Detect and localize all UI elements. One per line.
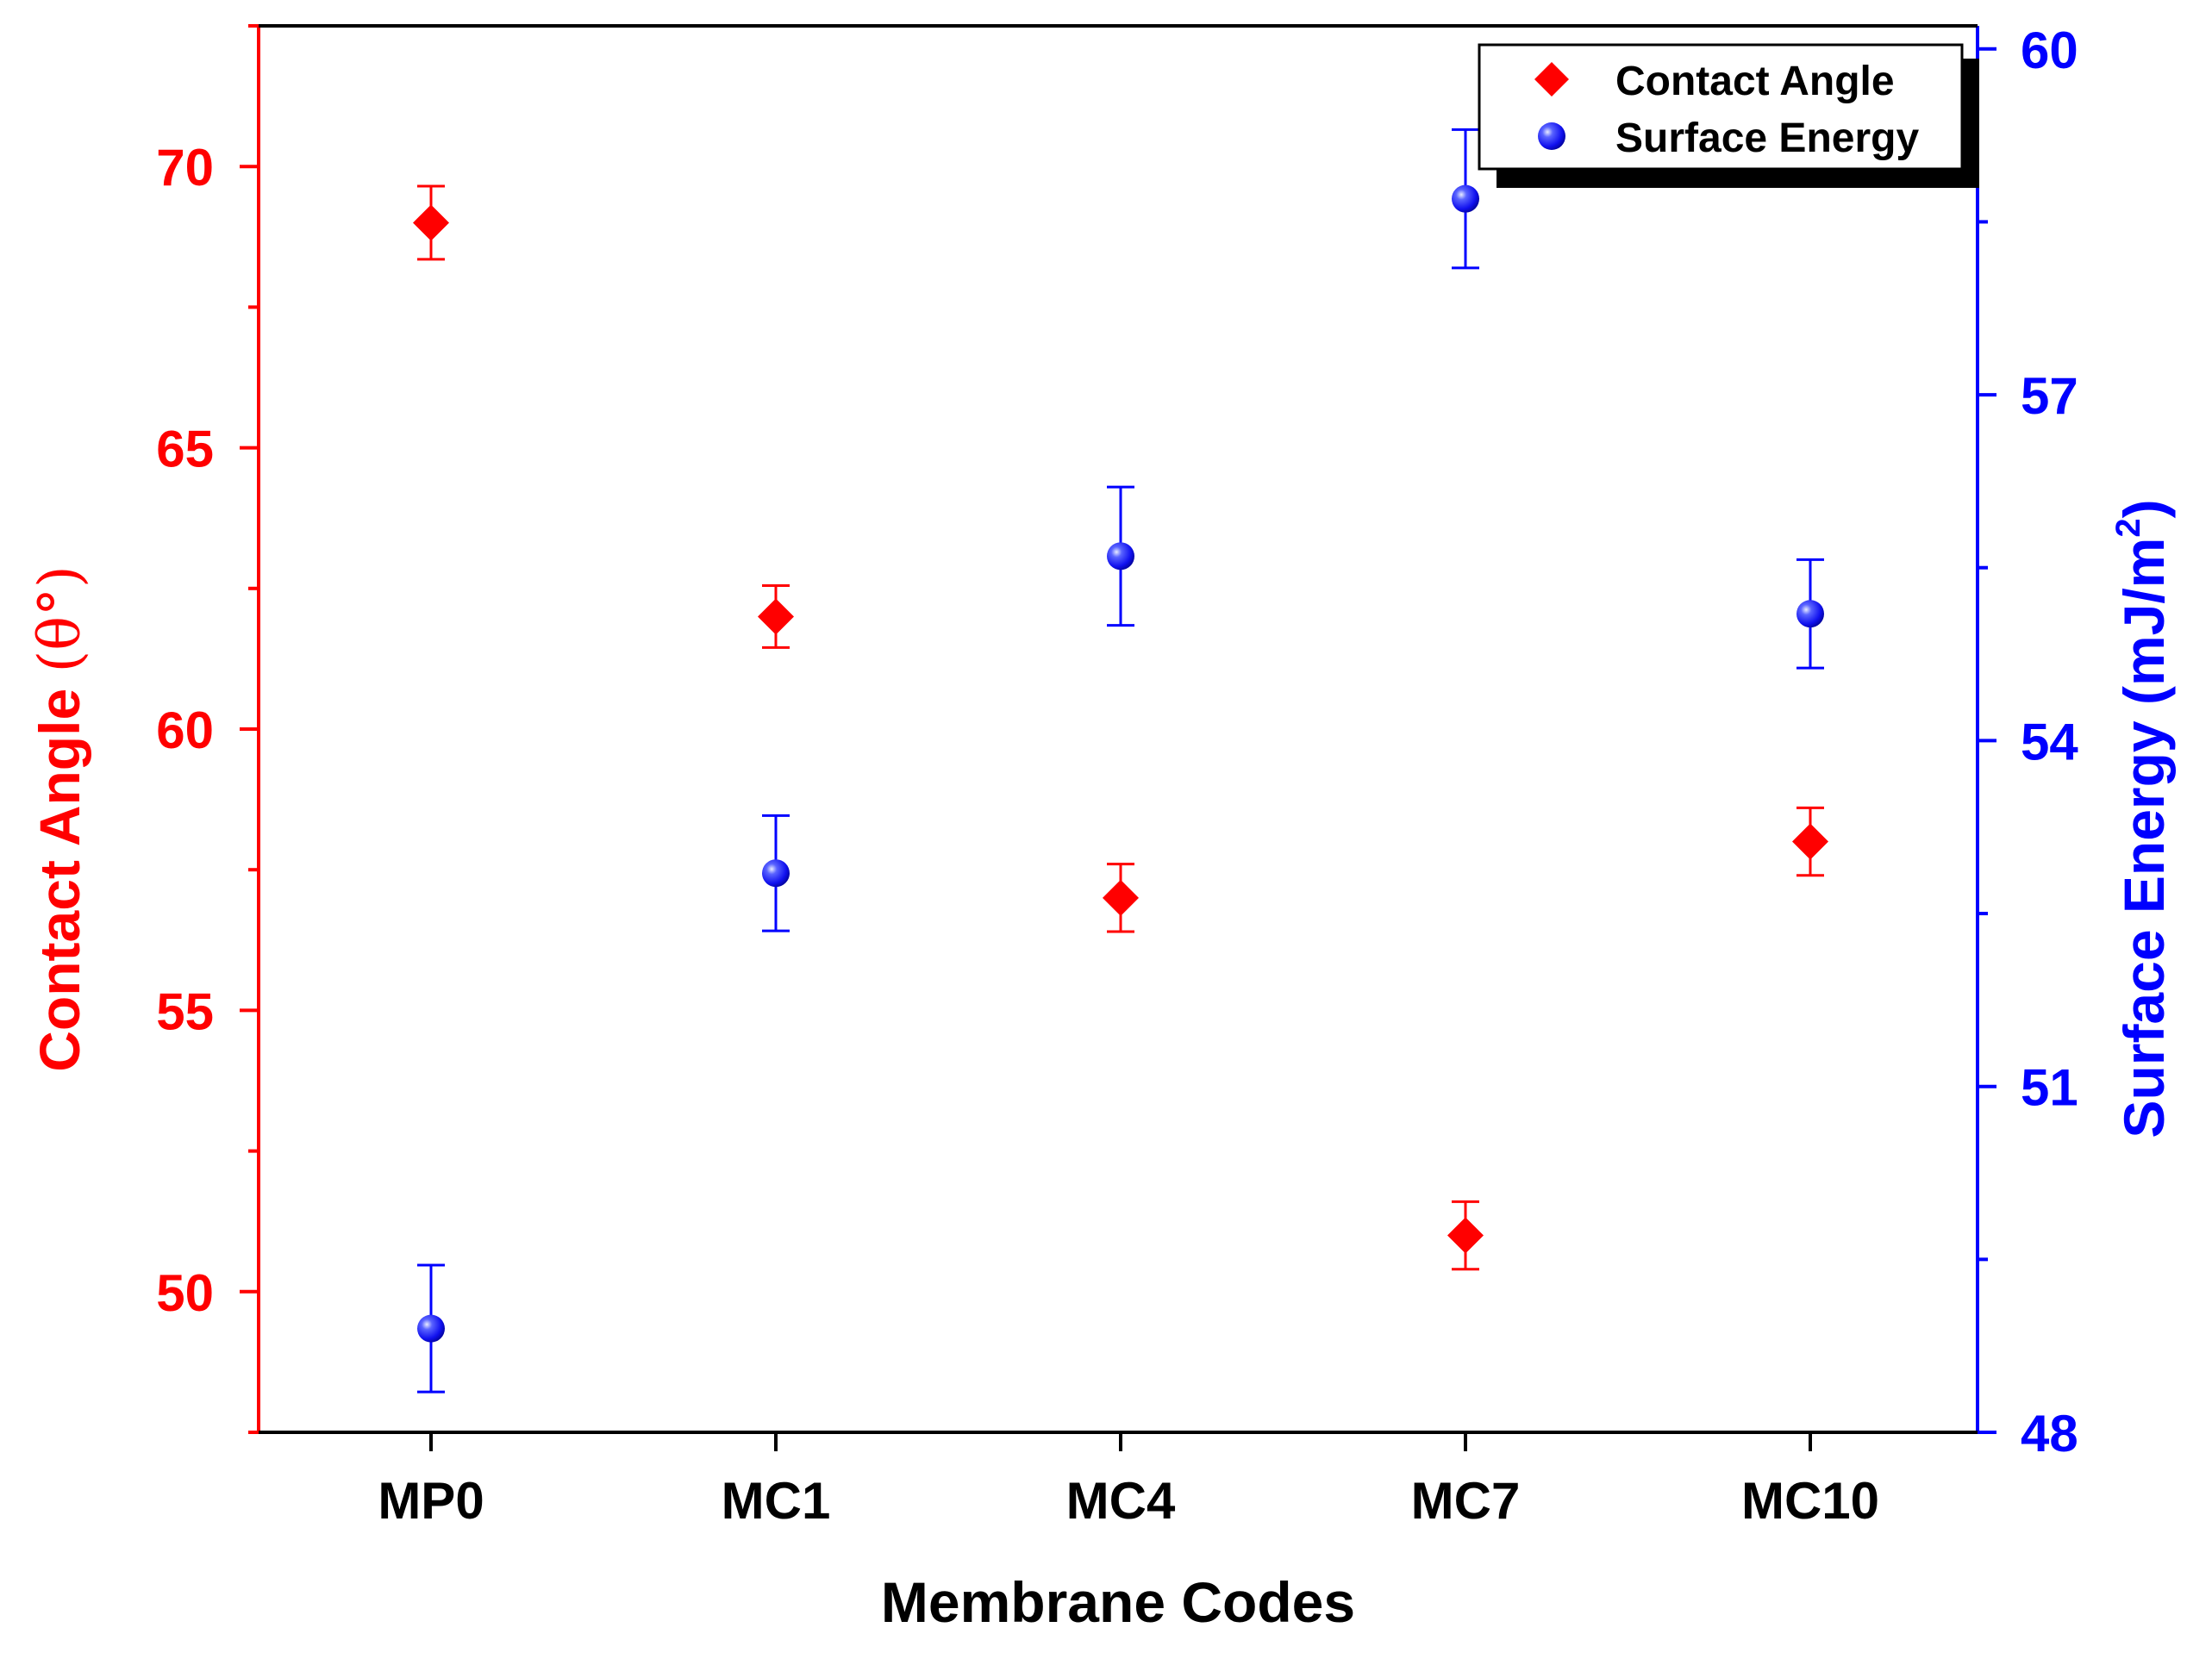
- left-tick-label: 50: [156, 1264, 214, 1322]
- series-contact-angle: [413, 184, 1828, 1271]
- right-tick-label: 60: [2021, 22, 2078, 79]
- legend-diamond-marker: [1534, 62, 1569, 97]
- x-tick-label: MC4: [1066, 1472, 1176, 1530]
- left-tick-label: 70: [156, 139, 214, 196]
- x-axis-title: Membrane Codes: [881, 1570, 1355, 1634]
- right-axis-title-close: ): [2112, 499, 2176, 518]
- surface-energy-point: [417, 1314, 445, 1343]
- left-tick-label: 60: [156, 702, 214, 759]
- series-surface-energy: [417, 128, 1824, 1394]
- right-tick-label: 54: [2021, 713, 2078, 770]
- surface-energy-point: [1452, 184, 1479, 213]
- right-tick-label: 51: [2021, 1059, 2078, 1117]
- contact-angle-point: [1103, 879, 1139, 916]
- x-tick-label: MC1: [722, 1472, 831, 1530]
- right-axis-title-main: Surface Energy (mJ/m: [2112, 538, 2176, 1138]
- left-tick-label: 55: [156, 982, 214, 1040]
- contact-angle-point: [758, 598, 794, 635]
- surface-energy-point: [1107, 542, 1134, 571]
- contact-angle-point: [1792, 823, 1828, 860]
- right-axis-title: Surface Energy (mJ/m2): [2109, 499, 2176, 1138]
- legend-label-surface-energy: Surface Energy: [1615, 115, 1919, 161]
- contact-angle-point: [1447, 1217, 1484, 1254]
- surface-energy-point: [762, 859, 790, 888]
- legend-box: [1478, 43, 1964, 171]
- x-tick-label: MC10: [1741, 1472, 1879, 1530]
- right-axis-title-sup: 2: [2109, 518, 2147, 537]
- legend-sphere-marker: [1538, 122, 1565, 150]
- left-axis-title: Contact Angle (θ°): [27, 565, 93, 1071]
- right-tick-label: 48: [2021, 1405, 2078, 1462]
- left-axis-title-main: Contact Angle: [28, 673, 91, 1072]
- x-tick-label: MP0: [378, 1472, 484, 1530]
- legend-label-contact-angle: Contact Angle: [1615, 59, 1895, 104]
- surface-energy-point: [1796, 600, 1824, 628]
- left-axis-title-unit: (θ°): [27, 565, 93, 672]
- legend: Contact Angle Surface Energy: [1478, 43, 1979, 188]
- right-tick-label: 57: [2021, 367, 2078, 425]
- contact-angle-point: [413, 204, 449, 241]
- x-tick-label: MC7: [1411, 1472, 1521, 1530]
- left-tick-label: 65: [156, 421, 214, 478]
